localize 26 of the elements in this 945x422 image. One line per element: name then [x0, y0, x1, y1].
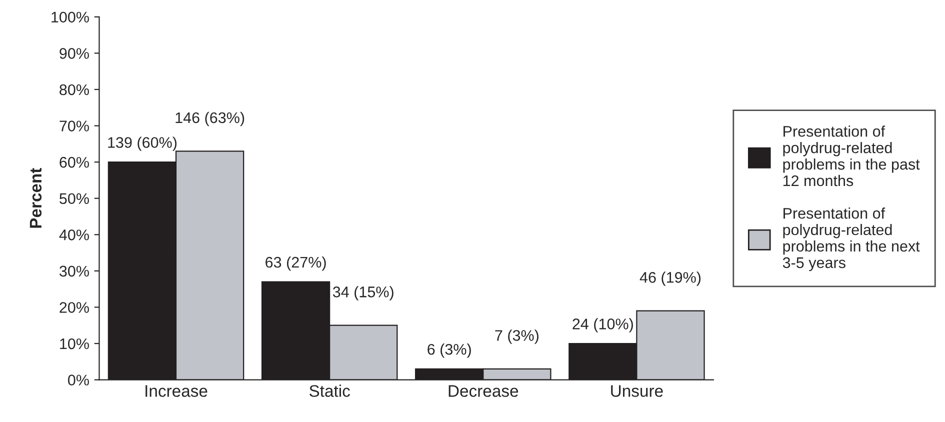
- y-tick-label: 60%: [60, 156, 89, 168]
- y-tick-label: 50%: [60, 193, 89, 204]
- y-tick-label: 70%: [60, 120, 89, 132]
- legend-label: Presentation of polydrug-related problems in the past 12 months: [783, 126, 920, 186]
- y-tick-label: 90%: [60, 48, 89, 59]
- y-tick-label: 20%: [60, 302, 89, 313]
- x-tick-label: Unsure: [611, 385, 663, 397]
- x-tick-label: Increase: [146, 385, 208, 397]
- data-label: 7 (3%): [495, 330, 538, 344]
- y-tick-label: 80%: [60, 84, 89, 96]
- y-tick-label: 10%: [60, 338, 89, 350]
- y-tick-label: 0%: [68, 374, 89, 386]
- x-tick-label: Static: [309, 384, 350, 397]
- data-label: 63 (27%): [266, 256, 326, 271]
- y-tick-label: 40%: [59, 230, 89, 240]
- data-label: 139 (60%): [108, 136, 177, 151]
- data-label: 146 (63%): [176, 112, 244, 126]
- data-label: 46 (19%): [640, 272, 701, 286]
- y-tick-label: 30%: [60, 266, 89, 277]
- y-axis-title: Percent: [30, 168, 42, 228]
- data-label: 6 (3%): [428, 344, 471, 358]
- data-label: 34 (15%): [332, 286, 394, 300]
- x-tick-label: Decrease: [448, 385, 518, 397]
- legend-label: Presentation of polydrug-related problems in the next 3-5 years: [782, 208, 920, 272]
- data-label: 24 (10%): [572, 318, 633, 332]
- y-tick-label: 100%: [52, 12, 89, 23]
